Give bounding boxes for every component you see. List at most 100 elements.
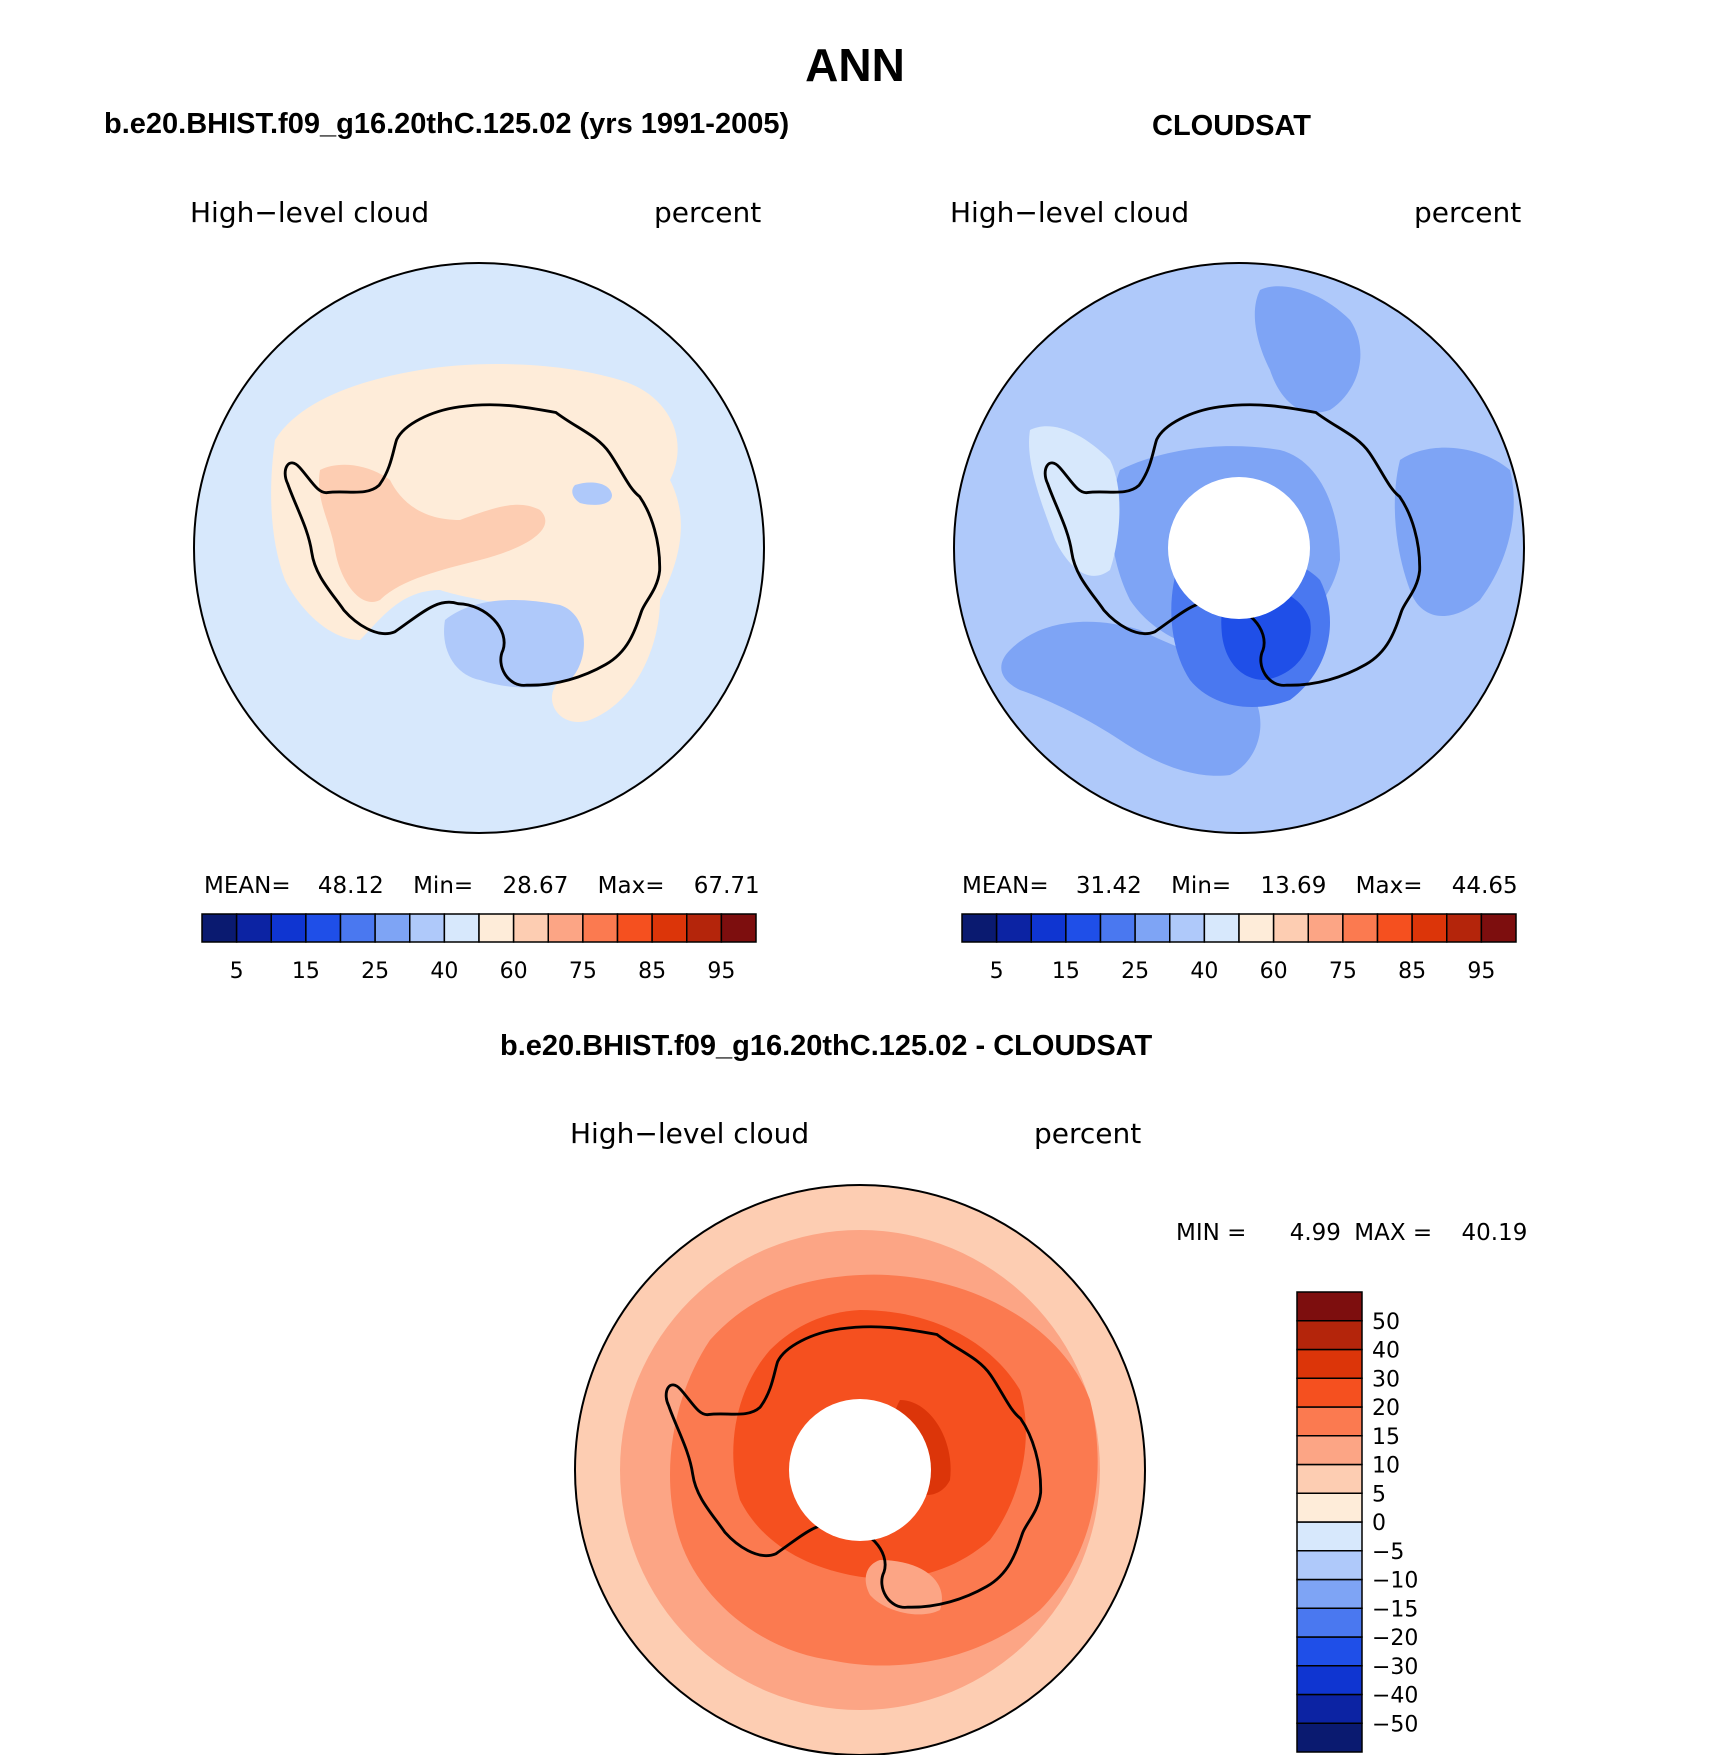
diff-colorbar-box — [1296, 1377, 1363, 1408]
obs-patch-north — [1254, 286, 1361, 413]
obs-patch-east — [1394, 447, 1514, 617]
model-colorbar-tick-label: 25 — [361, 959, 389, 984]
obs-colorbar-tick-label: 60 — [1260, 959, 1288, 984]
model-colorbar-box — [512, 913, 549, 943]
diff-variable-label: High−level cloud — [570, 1117, 810, 1150]
diff-colorbar-tick-label: −20 — [1372, 1626, 1418, 1651]
model-colorbar-tick-label: 95 — [707, 959, 735, 984]
obs-missing-pole — [1168, 477, 1310, 619]
diff-colorbar-box — [1296, 1693, 1363, 1724]
model-colorbar-box — [409, 913, 446, 943]
model-stats: MEAN= 48.12 Min= 28.67 Max= 67.71 — [204, 873, 760, 899]
diff-colorbar-box — [1296, 1550, 1363, 1581]
model-colorbar-tick-label: 85 — [638, 959, 666, 984]
diff-colorbar-box — [1296, 1463, 1363, 1494]
diff-colorbar-box — [1296, 1435, 1363, 1466]
model-colorbar-tick-label: 15 — [292, 959, 320, 984]
obs-min-label: Min= — [1171, 873, 1232, 899]
obs-map — [954, 263, 1524, 833]
obs-colorbar-box — [1030, 913, 1067, 943]
model-min-value: 28.67 — [502, 873, 569, 899]
diff-colorbar-box — [1296, 1348, 1363, 1379]
obs-colorbar-tick-label: 25 — [1121, 959, 1149, 984]
model-mean-value: 48.12 — [317, 873, 384, 899]
model-colorbar-box — [305, 913, 342, 943]
model-colorbar: 5 15 25 40 60 75 85 95 — [201, 913, 757, 984]
diff-map — [575, 1185, 1145, 1755]
diff-colorbar-box — [1296, 1406, 1363, 1437]
model-colorbar-tick-label: 75 — [569, 959, 597, 984]
diff-stats: MIN = 4.99 MAX = 40.19 — [1176, 1220, 1527, 1246]
diff-colorbar-tick-label: −5 — [1372, 1540, 1404, 1565]
obs-colorbar-tick-label: 95 — [1467, 959, 1495, 984]
obs-colorbar-box — [1134, 913, 1171, 943]
diff-colorbar-box — [1296, 1665, 1363, 1696]
model-cool-small — [572, 482, 612, 505]
model-variable-label: High−level cloud — [190, 196, 430, 229]
diff-colorbar-tick-label: 30 — [1372, 1367, 1400, 1392]
diff-colorbar-box — [1296, 1578, 1363, 1609]
model-cool-patch — [444, 600, 584, 688]
obs-colorbar-box — [1203, 913, 1240, 943]
diff-colorbar-tick-label: 0 — [1372, 1511, 1386, 1536]
obs-colorbar-box — [961, 913, 998, 943]
diff-map-border — [574, 1184, 1146, 1755]
model-colorbar-box — [547, 913, 584, 943]
diff-colorbar-box — [1296, 1722, 1363, 1753]
obs-colorbar-tick-label: 75 — [1329, 959, 1357, 984]
diff-min-label: MIN = — [1176, 1220, 1247, 1246]
model-max-value: 67.71 — [693, 873, 760, 899]
obs-colorbar-box — [1411, 913, 1448, 943]
obs-colorbar-box — [1065, 913, 1102, 943]
model-colorbar-box — [270, 913, 307, 943]
model-colorbar-box — [374, 913, 411, 943]
obs-min-value: 13.69 — [1260, 873, 1327, 899]
diff-max-value: 40.19 — [1461, 1220, 1528, 1246]
model-colorbar-box — [686, 913, 723, 943]
model-units-label: percent — [654, 196, 762, 229]
model-colorbar-box — [201, 913, 238, 943]
model-colorbar-tick-label: 60 — [500, 959, 528, 984]
model-colorbar-box — [616, 913, 653, 943]
obs-colorbar-tick-label: 5 — [990, 959, 1004, 984]
model-colorbar-box — [582, 913, 619, 943]
model-map — [194, 263, 764, 833]
diff-colorbar-tick-label: 40 — [1372, 1339, 1400, 1364]
model-colorbar-tick-label: 5 — [230, 959, 244, 984]
diff-colorbar-tick-label: 15 — [1372, 1425, 1400, 1450]
diff-colorbar-box — [1296, 1320, 1363, 1351]
model-colorbar-tick-label: 40 — [430, 959, 458, 984]
obs-colorbar-box — [1272, 913, 1309, 943]
obs-colorbar-box — [1307, 913, 1344, 943]
model-warm-core — [318, 464, 546, 602]
obs-max-value: 44.65 — [1451, 873, 1518, 899]
diff-colorbar-box — [1296, 1521, 1363, 1552]
model-mean-label: MEAN= — [204, 873, 291, 899]
obs-colorbar-box — [1238, 913, 1275, 943]
diff-units-label: percent — [1034, 1117, 1142, 1150]
diff-colorbar-box — [1296, 1636, 1363, 1667]
diff-colorbar-tick-label: 20 — [1372, 1396, 1400, 1421]
diff-colorbar-box — [1296, 1607, 1363, 1638]
obs-colorbar-tick-label: 85 — [1398, 959, 1426, 984]
obs-colorbar-box — [1342, 913, 1379, 943]
model-max-label: Max= — [597, 873, 665, 899]
diff-colorbar-tick-label: 5 — [1372, 1482, 1386, 1507]
figure-title: ANN — [805, 39, 905, 91]
obs-mean-label: MEAN= — [962, 873, 1049, 899]
diff-colorbar-tick-label: −50 — [1372, 1712, 1418, 1737]
obs-stats: MEAN= 31.42 Min= 13.69 Max= 44.65 — [962, 873, 1518, 899]
diff-colorbar-box — [1296, 1492, 1363, 1523]
model-colorbar-box — [720, 913, 757, 943]
diff-missing-pole — [789, 1399, 931, 1541]
model-colorbar-box — [339, 913, 376, 943]
diff-colorbar-tick-label: 50 — [1372, 1310, 1400, 1335]
obs-map-border — [953, 262, 1525, 834]
obs-mean-value: 31.42 — [1075, 873, 1142, 899]
model-panel-title: b.e20.BHIST.f09_g16.20thC.125.02 (yrs 19… — [104, 108, 790, 140]
obs-max-label: Max= — [1355, 873, 1423, 899]
obs-units-label: percent — [1414, 196, 1522, 229]
obs-panel-title: CLOUDSAT — [1152, 110, 1311, 142]
